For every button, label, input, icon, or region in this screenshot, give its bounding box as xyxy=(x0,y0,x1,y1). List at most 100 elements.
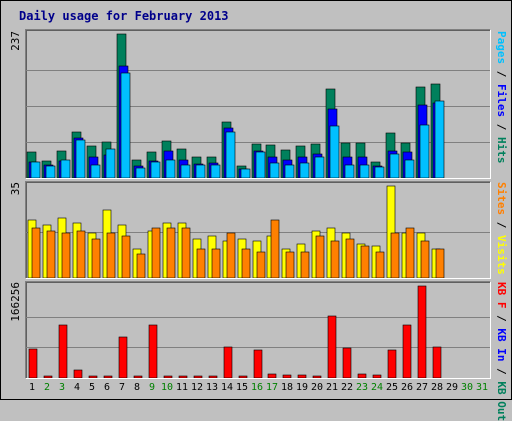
legend-entry: Visits xyxy=(495,235,508,275)
sites-bar xyxy=(270,219,280,278)
sites-bar xyxy=(330,240,340,278)
pages-bar xyxy=(165,159,176,178)
sites-bar xyxy=(121,235,131,278)
sites-bar xyxy=(256,251,266,278)
legend-entry: / xyxy=(495,117,508,137)
pages-bar xyxy=(240,168,251,178)
day-tick-label: 27 xyxy=(415,382,429,393)
sites-bar xyxy=(166,227,176,278)
kbytes-bar xyxy=(163,375,173,378)
day-tick-label: 3 xyxy=(58,382,66,393)
sites-bar xyxy=(241,248,251,278)
legend-entry: / xyxy=(495,215,508,235)
day-tick-label: 7 xyxy=(118,382,126,393)
pages-bar xyxy=(255,151,266,178)
day-tick-label: 11 xyxy=(175,382,189,393)
kbytes-bar xyxy=(28,348,38,378)
kbytes-bar xyxy=(387,349,397,378)
day-tick-label: 5 xyxy=(88,382,96,393)
pages-bar xyxy=(359,164,370,178)
kbytes-bar xyxy=(432,346,442,378)
sites-bar xyxy=(31,227,41,278)
sites-bar xyxy=(300,251,310,278)
visits-bar xyxy=(386,185,396,278)
legend-entry: KB In xyxy=(495,328,508,362)
sites-bar xyxy=(420,240,430,278)
pages-bar xyxy=(30,161,41,178)
pages-bar xyxy=(344,164,355,178)
legend-entry: / xyxy=(495,308,508,329)
sites-bar xyxy=(91,238,101,278)
sites-bar xyxy=(285,251,295,278)
kbytes-bar xyxy=(282,374,292,378)
visits-plot xyxy=(26,185,490,278)
sites-bar xyxy=(226,232,236,278)
day-tick-label: 20 xyxy=(310,382,324,393)
day-tick-label: 31 xyxy=(475,382,489,393)
pages-bar xyxy=(225,131,236,178)
sites-bar xyxy=(61,232,71,278)
pages-bar xyxy=(75,139,86,178)
pages-bar xyxy=(419,124,430,178)
pages-bar xyxy=(60,159,71,178)
kbytes-bar xyxy=(148,324,158,378)
kbytes-panel xyxy=(25,281,491,379)
usage-ymax-label: 237 xyxy=(9,31,22,51)
sites-bar xyxy=(136,253,146,278)
legend-entry: Files xyxy=(495,84,508,118)
sites-bar xyxy=(375,251,385,278)
kbytes-bar xyxy=(133,375,143,378)
kbytes-bar xyxy=(178,375,188,378)
kbytes-bar xyxy=(357,373,367,378)
pages-bar xyxy=(150,161,161,178)
legend-entry: Hits xyxy=(495,137,508,164)
day-tick-label: 18 xyxy=(280,382,294,393)
kbytes-bar xyxy=(253,349,263,378)
pages-bar xyxy=(210,164,221,178)
sites-bar xyxy=(76,230,86,278)
day-tick-label: 14 xyxy=(220,382,234,393)
kbytes-bar xyxy=(402,324,412,378)
day-tick-label: 26 xyxy=(400,382,414,393)
day-tick-label: 12 xyxy=(190,382,204,393)
kbytes-bar xyxy=(208,375,218,378)
pages-bar xyxy=(434,100,445,178)
sites-bar xyxy=(46,230,56,278)
sites-bar xyxy=(181,227,191,278)
day-axis: 1 2 3 4 5 6 7 8 9 10 11 12 13 14 15 16 17 18 19 20 21 22 23 24 2… xyxy=(25,382,489,396)
day-tick-label: 21 xyxy=(325,382,339,393)
day-tick-label: 29 xyxy=(445,382,459,393)
day-tick-label: 22 xyxy=(340,382,354,393)
legend-entry: Sites xyxy=(495,182,508,216)
day-tick-label: 15 xyxy=(235,382,249,393)
legend-entry: KB Out xyxy=(495,381,508,421)
visits-ymax-label: 35 xyxy=(9,182,22,196)
kbytes-bar xyxy=(88,375,98,378)
pages-bar xyxy=(105,148,116,178)
sites-bar xyxy=(196,248,206,278)
visits-panel xyxy=(25,181,491,279)
pages-bar xyxy=(45,165,56,178)
day-tick-label: 19 xyxy=(295,382,309,393)
legend-entry: / xyxy=(495,64,508,84)
pages-bar xyxy=(195,164,206,178)
usage-plot xyxy=(26,33,490,178)
day-tick-label: 25 xyxy=(385,382,399,393)
day-tick-label: 17 xyxy=(265,382,279,393)
pages-bar xyxy=(120,72,131,178)
sites-bar xyxy=(390,232,400,278)
kbytes-bar xyxy=(372,374,382,378)
legend-entry: KB F xyxy=(495,282,508,309)
kbytes-plot xyxy=(26,285,490,378)
kbytes-bar xyxy=(297,374,307,378)
day-tick-label: 30 xyxy=(460,382,474,393)
visits-legend: Sites / Visits xyxy=(495,182,508,275)
pages-bar xyxy=(284,164,295,178)
kbytes-bar xyxy=(342,347,352,378)
kbytes-ymax-label: 166256 xyxy=(9,282,22,322)
pages-bar xyxy=(135,167,146,178)
sites-bar xyxy=(211,248,221,278)
day-tick-label: 2 xyxy=(43,382,51,393)
day-tick-label: 23 xyxy=(355,382,369,393)
